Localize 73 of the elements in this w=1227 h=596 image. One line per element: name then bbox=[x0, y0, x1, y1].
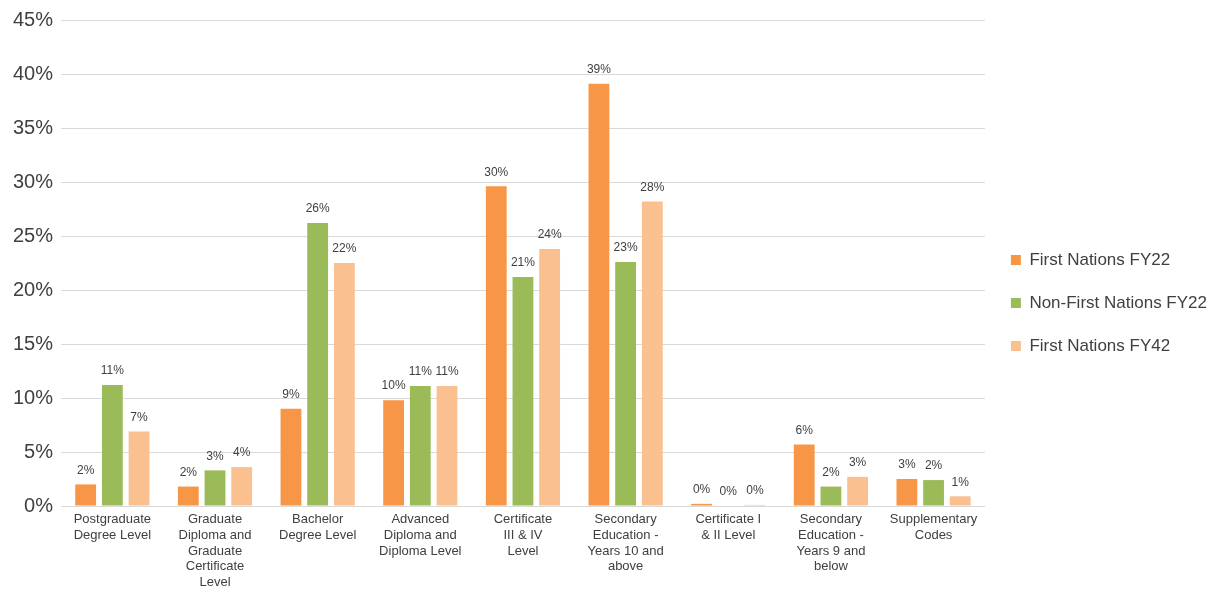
x-tick-label: Secondary Education - Years 10 and above bbox=[587, 511, 664, 574]
y-tick-label: 45% bbox=[13, 7, 54, 30]
data-label: 2% bbox=[822, 464, 840, 479]
data-label: 9% bbox=[282, 387, 300, 402]
bar bbox=[485, 186, 507, 506]
data-label: 1% bbox=[951, 474, 970, 489]
data-label: 26% bbox=[305, 201, 330, 216]
x-tick-label: Advanced Diploma and Diploma Level bbox=[379, 511, 462, 558]
x-tick-label: Certificate I & II Level bbox=[695, 511, 762, 542]
data-label: 0% bbox=[719, 484, 738, 499]
data-label: 22% bbox=[332, 241, 357, 256]
data-label: 11% bbox=[408, 364, 433, 379]
x-tick-label: Postgraduate Degree Level bbox=[73, 511, 152, 542]
bar bbox=[588, 83, 610, 506]
data-label: 0% bbox=[692, 482, 711, 497]
x-tick-label: Graduate Diploma and Graduate Certificate Level bbox=[178, 511, 252, 589]
data-label: 4% bbox=[233, 445, 251, 460]
y-tick-label: 0% bbox=[24, 493, 54, 516]
x-tick-label: Secondary Education - Years 9 and below bbox=[796, 511, 866, 574]
legend-label: First Nations FY42 bbox=[1029, 335, 1171, 355]
data-label: 3% bbox=[898, 457, 916, 472]
y-tick-label: 25% bbox=[13, 223, 54, 246]
x-tick-label: Certificate III & IV Level bbox=[493, 511, 553, 558]
y-tick-label: 20% bbox=[13, 277, 54, 300]
y-tick-label: 30% bbox=[13, 169, 54, 192]
bar bbox=[231, 467, 253, 506]
bar bbox=[896, 479, 918, 506]
data-label: 3% bbox=[206, 448, 225, 463]
data-label: 21% bbox=[510, 255, 536, 270]
legend-label: First Nations FY22 bbox=[1029, 249, 1171, 269]
bar bbox=[307, 223, 329, 506]
bar bbox=[512, 277, 534, 506]
bar bbox=[204, 470, 226, 506]
data-label: 11% bbox=[100, 363, 125, 378]
bar bbox=[949, 496, 971, 506]
data-label: 10% bbox=[381, 378, 406, 393]
bar bbox=[280, 408, 302, 506]
data-label: 24% bbox=[537, 227, 562, 242]
bar bbox=[128, 431, 150, 506]
data-label: 28% bbox=[640, 179, 665, 194]
bar bbox=[539, 248, 561, 506]
bar bbox=[383, 400, 405, 506]
y-tick-label: 15% bbox=[13, 331, 54, 354]
data-label: 2% bbox=[179, 464, 198, 479]
bar bbox=[820, 486, 842, 506]
bar bbox=[75, 484, 97, 506]
bar bbox=[923, 480, 944, 506]
data-label: 23% bbox=[613, 240, 638, 255]
legend-label: Non-First Nations FY22 bbox=[1029, 292, 1208, 312]
data-label: 2% bbox=[924, 458, 943, 473]
y-tick-label: 10% bbox=[13, 385, 54, 408]
bar bbox=[177, 486, 199, 506]
bar bbox=[793, 444, 815, 506]
bar bbox=[333, 263, 355, 506]
bar bbox=[409, 386, 431, 506]
data-label: 2% bbox=[76, 462, 95, 477]
bar bbox=[847, 476, 869, 506]
data-label: 39% bbox=[586, 62, 612, 77]
data-label: 7% bbox=[130, 409, 149, 424]
data-label: 3% bbox=[848, 455, 867, 470]
data-label: 11% bbox=[435, 364, 459, 379]
y-tick-label: 5% bbox=[24, 439, 54, 462]
y-tick-label: 40% bbox=[13, 61, 54, 84]
bar bbox=[436, 386, 458, 506]
x-tick-label: Supplementary Codes bbox=[889, 511, 978, 542]
bar bbox=[615, 261, 637, 506]
y-tick-label: 35% bbox=[13, 115, 54, 138]
data-label: 6% bbox=[795, 422, 814, 437]
bar bbox=[641, 201, 663, 506]
data-label: 0% bbox=[746, 483, 764, 498]
x-tick-label: Bachelor Degree Level bbox=[278, 511, 357, 542]
bar bbox=[101, 385, 123, 506]
data-label: 30% bbox=[484, 164, 509, 179]
